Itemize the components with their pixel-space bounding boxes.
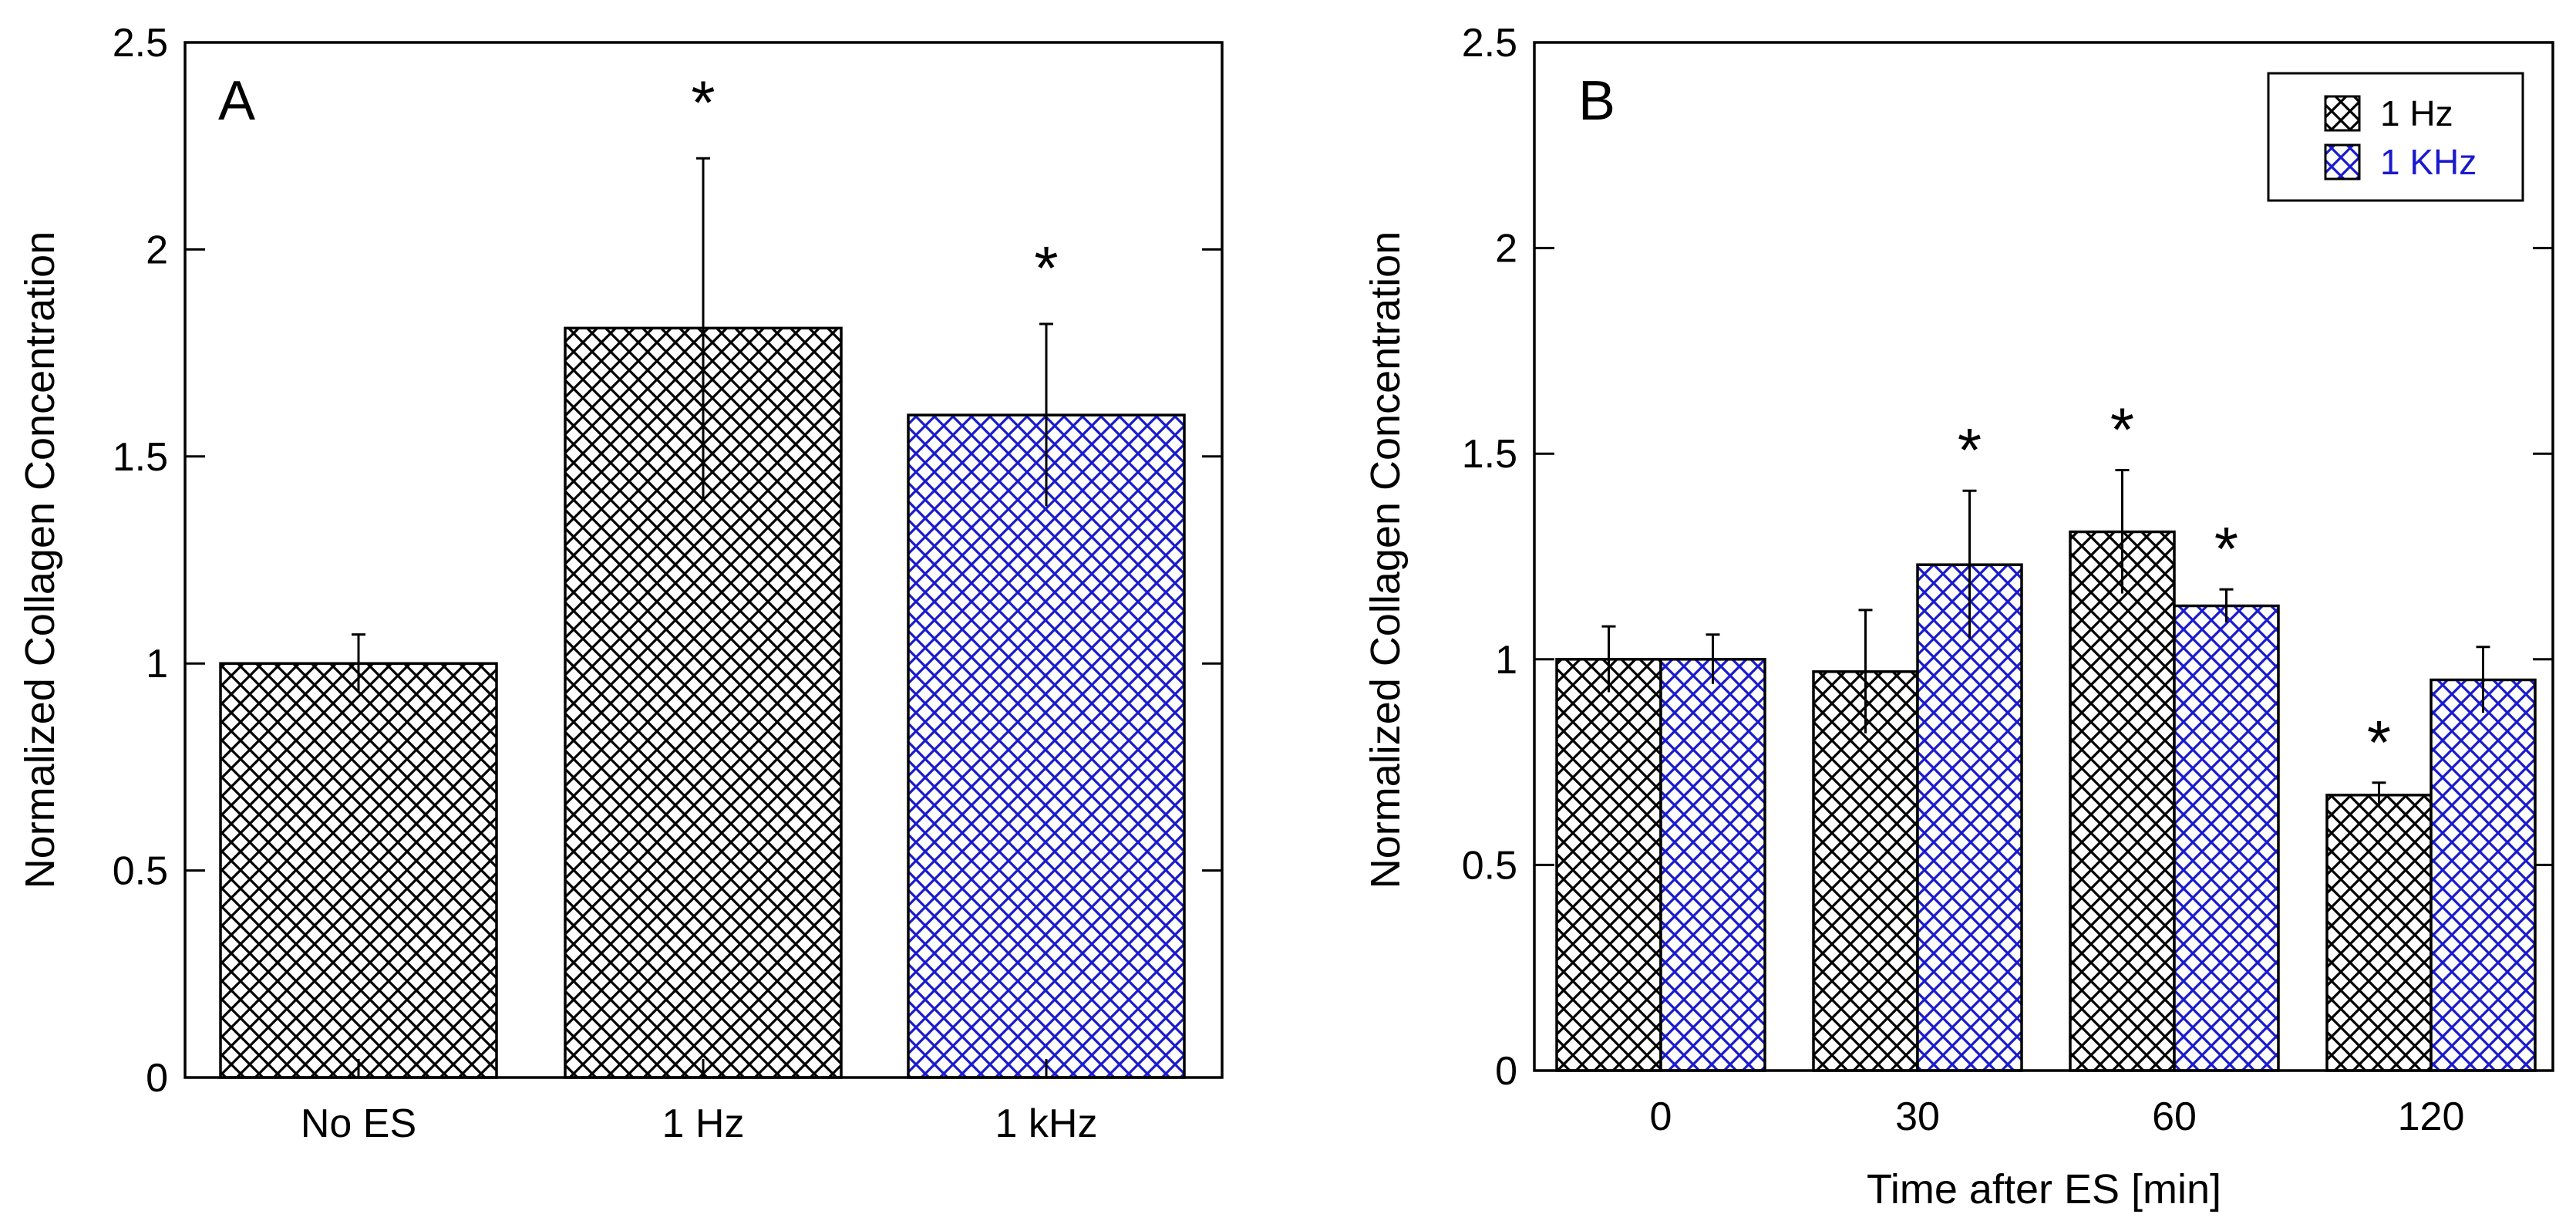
panel-a-bar-no-es (219, 662, 498, 1079)
panel-b-bar-1khz-30 (1916, 563, 2023, 1072)
panel-b-bar-1khz-60 (2173, 604, 2280, 1072)
panel-a-letter: A (218, 70, 255, 132)
panel-a-bars (219, 326, 1186, 1079)
panel-b-bar-1hz-60 (2069, 530, 2176, 1072)
panel-a-chart: 00.511.522.5 ** No ES 1 Hz 1 kHz A Normali… (17, 21, 1224, 1146)
panel-a-bar-1-khz (907, 413, 1186, 1079)
panel-b-plot-frame (1533, 41, 2554, 1072)
panel-a-y-tick-label: 1 (146, 642, 168, 686)
panel-b-bar-1khz-120 (2430, 678, 2537, 1072)
panel-a-error-bars (352, 157, 1053, 693)
legend-box (2267, 72, 2524, 202)
panel-b-significance-star: * (2110, 396, 2134, 464)
panel-b-y-tick-label: 2 (1495, 227, 1517, 271)
panel-a-plot-frame (184, 41, 1224, 1079)
panel-b-bar-1hz-120 (2325, 794, 2433, 1072)
panel-a-x-tick-label: 1 kHz (995, 1101, 1098, 1146)
panel-b-error-bars (1601, 469, 2490, 808)
panel-b-y-axis-label: Normalized Collagen Concentration (1362, 231, 1409, 889)
panel-b-legend: 1 Hz 1 KHz (2267, 72, 2524, 202)
panel-a-y-tick-label: 2 (146, 228, 168, 272)
panel-b-significance-star: * (2214, 514, 2238, 583)
panel-b-x-tick-label: 120 (2398, 1094, 2465, 1139)
panel-a-y-tick-label: 1.5 (113, 435, 168, 480)
panel-b-significance-star: * (2367, 708, 2391, 777)
panel-b-x-tick-label: 0 (1650, 1094, 1672, 1139)
panel-b-y-tick-label: 1.5 (1462, 432, 1517, 477)
legend-label-1khz: 1 KHz (2380, 142, 2477, 182)
panel-b-bar-1hz-30 (1812, 670, 1919, 1072)
panel-b-significance-marks: * * * * (1958, 396, 2391, 777)
panel-b-y-ticks: 0 0.5 1 1.5 2 2.5 (1462, 21, 2553, 1094)
panel-a-x-tick-labels: No ES 1 Hz 1 kHz (301, 1059, 1098, 1146)
panel-b-bar-1hz-0 (1555, 658, 1662, 1072)
panel-b-bar-1khz-0 (1659, 658, 1766, 1072)
panel-a-x-tick-label: 1 Hz (662, 1101, 745, 1146)
panel-a-significance-star: * (1034, 234, 1058, 302)
panel-a-significance-star: * (691, 68, 715, 137)
panel-a-y-ticks: 0 0.5 1 1.5 2 2.5 (113, 21, 1222, 1101)
panel-b-y-tick-label: 0.5 (1462, 843, 1517, 888)
panel-a-significance-marks: ** (691, 68, 1058, 302)
panel-a-y-axis-label: Normalized Collagen Concentration (17, 231, 63, 889)
panel-b-letter: B (1578, 70, 1615, 132)
legend-label-1hz: 1 Hz (2380, 93, 2453, 133)
panel-b-x-tick-label: 30 (1895, 1094, 1940, 1139)
panel-b-y-tick-label: 1 (1495, 638, 1517, 683)
legend-swatch-1khz (2324, 143, 2361, 180)
panel-b-x-tick-label: 60 (2152, 1094, 2197, 1139)
panel-b-x-axis-label: Time after ES [min] (1867, 1166, 2221, 1212)
panel-b-y-tick-label: 2.5 (1462, 21, 1517, 66)
panel-b-chart: 0 0.5 1 1.5 2 2.5 * * * * 0 30 60 120 B Normalized … (1362, 21, 2554, 1212)
panel-b-significance-star: * (1958, 416, 1982, 484)
legend-swatch-1hz (2324, 95, 2361, 132)
panel-a-x-tick-label: No ES (301, 1101, 416, 1146)
panel-a-y-tick-label: 0 (146, 1056, 168, 1101)
panel-a-y-tick-label: 0.5 (113, 849, 168, 894)
panel-b-bars (1555, 530, 2537, 1072)
panel-b-x-tick-labels: 0 30 60 120 (1650, 1052, 2465, 1139)
panel-b-y-tick-label: 0 (1495, 1049, 1517, 1094)
panel-a-y-tick-label: 2.5 (113, 21, 168, 66)
